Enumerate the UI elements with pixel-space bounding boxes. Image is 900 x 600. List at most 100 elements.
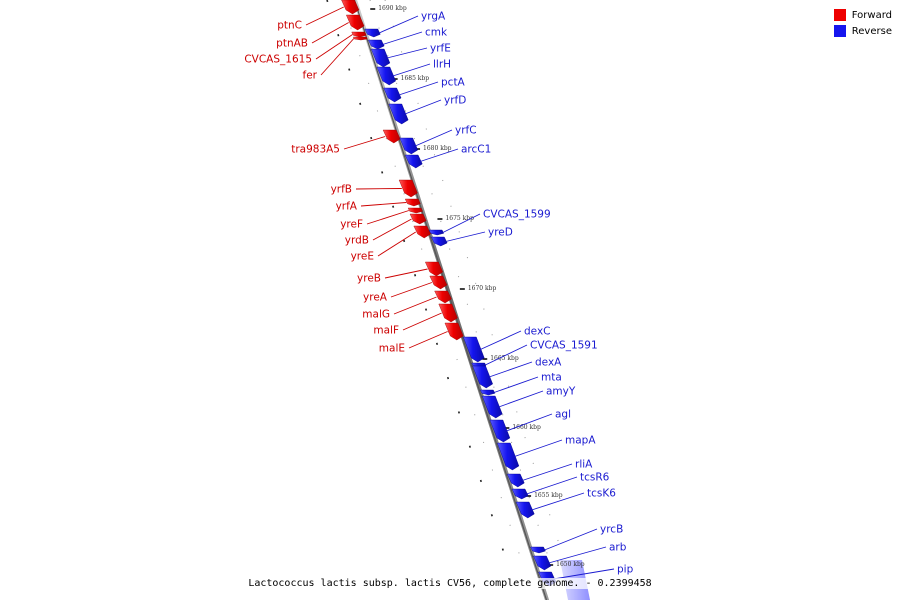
- gene-label-arb: arb: [609, 542, 627, 554]
- map-caption: Lactococcus lactis subsp. lactis CV56, c…: [0, 578, 900, 589]
- gene-leader-line: [480, 330, 522, 350]
- gene-leader-line: [315, 34, 353, 60]
- ruler-tick-label: 1675 kbp: [445, 215, 474, 222]
- gene-block-yrfb: [398, 179, 418, 198]
- guide-track: [369, 0, 563, 600]
- gene-leader-line: [493, 376, 539, 393]
- gene-block-cvcas-1599: [428, 229, 444, 236]
- gene-block-tcsr6: [511, 488, 529, 500]
- gene-block-yred: [430, 236, 448, 247]
- gene-label-yred: yreD: [488, 227, 513, 239]
- gene-leader-line: [386, 47, 428, 59]
- gene-block-mta: [479, 389, 496, 396]
- gene-block-cmk: [367, 39, 385, 50]
- gene-block-arcc1: [404, 154, 423, 169]
- gene-leader-line: [392, 63, 431, 77]
- gene-label-yree: yreE: [351, 251, 374, 263]
- gene-label-yrcb: yrcB: [600, 524, 623, 536]
- gene-leader-line: [553, 568, 615, 580]
- gene-leader-line: [382, 31, 423, 45]
- genome-axis: [353, 0, 549, 600]
- gene-label-yref: yreF: [340, 219, 363, 231]
- legend-reverse: Reverse: [833, 24, 892, 38]
- gene-block-male: [444, 322, 464, 341]
- gene-leader-line: [408, 331, 448, 349]
- legend-forward: Forward: [833, 8, 892, 22]
- gene-leader-line: [506, 413, 553, 432]
- gene-label-amyy: amyY: [546, 386, 576, 398]
- gene-block-malg: [434, 290, 452, 304]
- gene-leader-line: [377, 231, 416, 257]
- gene-block-tra983a5: [382, 129, 401, 144]
- gene-label-cvcas-1599: CVCAS_1599: [483, 209, 551, 221]
- gene-block-llrh: [376, 66, 396, 86]
- gene-leader-line: [514, 439, 563, 457]
- gene-block-rlia: [506, 473, 525, 488]
- gene-label-arcc1: arcC1: [461, 144, 491, 156]
- gene-block-yrfc: [399, 137, 419, 155]
- gene-label-male: malE: [379, 343, 405, 355]
- gene-leader-line: [311, 22, 349, 44]
- gene-leader-line: [398, 81, 439, 96]
- gene-block-mapa: [497, 442, 520, 471]
- gene-leader-line: [485, 344, 528, 366]
- ruler-tick-label: 1680 kbp: [423, 145, 452, 152]
- gene-block-yref: [407, 207, 423, 214]
- gene-label-mapa: mapA: [565, 435, 596, 447]
- ruler-tick-label: 1660 kbp: [512, 424, 541, 431]
- gene-leader-line: [522, 463, 573, 481]
- gene-leader-line: [415, 129, 453, 147]
- gene-block-yrfd: [388, 103, 409, 125]
- gene-label-yrfc: yrfC: [455, 125, 477, 137]
- gene-label-tcsr6: tcsR6: [580, 472, 610, 484]
- gene-leader-line: [402, 312, 442, 331]
- legend-forward-label: Forward: [851, 9, 892, 21]
- gene-block-fer: [352, 36, 368, 41]
- gene-leader-line: [355, 188, 402, 190]
- gene-label-yrfb: yrfB: [331, 184, 352, 196]
- gene-block-yrea: [429, 275, 448, 290]
- gene-leader-line: [320, 38, 355, 76]
- gene-leader-line: [420, 148, 459, 162]
- gene-block-dexa: [472, 365, 493, 389]
- gene-leader-line: [404, 99, 442, 115]
- gene-label-cvcas-1615: CVCAS_1615: [244, 54, 312, 66]
- gene-label-yreb: yreB: [357, 273, 381, 285]
- gene-block-malf: [438, 303, 458, 323]
- gene-label-tra983a5: tra983A5: [291, 144, 340, 156]
- genome-axis-core: [353, 0, 548, 600]
- gene-label-mta: mta: [541, 372, 562, 384]
- guide-track: [326, 0, 520, 600]
- gene-leader-line: [526, 476, 578, 495]
- gene-label-yrfe: yrfE: [430, 43, 451, 55]
- gene-blocks: [341, 0, 557, 587]
- strand-legend: Forward Reverse: [833, 8, 892, 40]
- gene-leader-line: [442, 213, 481, 233]
- gene-leader-line: [343, 136, 386, 150]
- gene-leader-line: [548, 546, 607, 564]
- gene-label-agl: agl: [555, 409, 571, 421]
- gene-block-yreb: [424, 261, 444, 277]
- gene-leader-line: [488, 361, 533, 378]
- gene-block-arb: [533, 555, 552, 571]
- gene-block-amyy: [481, 395, 503, 419]
- gene-block-dexc: [463, 336, 485, 363]
- ruler-tick-label: 1655 kbp: [534, 492, 563, 499]
- gene-label-rlia: rliA: [575, 459, 593, 471]
- gene-leader-line: [390, 282, 433, 298]
- gene-block-yrfa: [404, 198, 421, 207]
- gene-block-agl: [489, 419, 511, 443]
- gene-label-yrfd: yrfD: [444, 95, 466, 107]
- gene-block-yree: [413, 225, 431, 239]
- gene-label-dexc: dexC: [524, 326, 551, 338]
- gene-leader-line: [378, 15, 419, 34]
- gene-label-llrh: llrH: [433, 59, 451, 71]
- legend-reverse-label: Reverse: [851, 25, 892, 37]
- gene-leader-line: [384, 268, 428, 279]
- gene-block-yrga: [364, 28, 381, 38]
- gene-label-yrga: yrgA: [421, 11, 446, 23]
- gene-label-malg: malG: [362, 309, 390, 321]
- gene-label-cmk: cmk: [425, 27, 448, 39]
